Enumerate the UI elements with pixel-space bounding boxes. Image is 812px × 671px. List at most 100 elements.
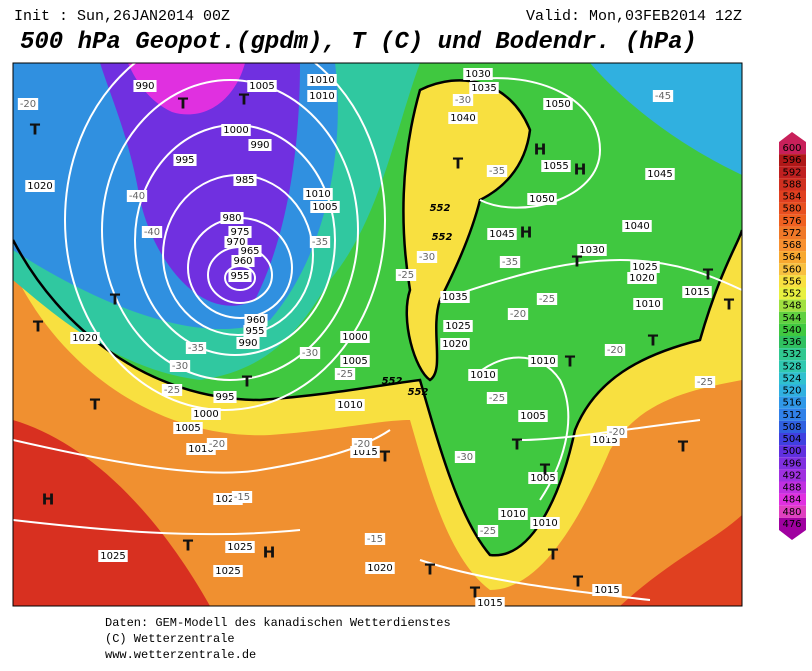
legend-label: 560 [782, 264, 801, 275]
pressure-label-box: 1010 [530, 517, 560, 529]
pressure-label: 1035 [442, 292, 467, 303]
legend-cap [779, 132, 806, 142]
temperature-label-background [486, 165, 508, 177]
pressure-label: 1015 [352, 447, 377, 458]
legend-swatch [779, 360, 806, 373]
pressure-label: 1005 [249, 81, 274, 92]
pressure-label: 1020 [215, 494, 240, 505]
pressure-label-box: 955 [228, 270, 252, 282]
pressure-center: T [470, 584, 481, 602]
pressure-label-box: 1020 [365, 562, 395, 574]
pressure-label: 980 [222, 213, 241, 224]
legend-swatch [779, 384, 806, 397]
pressure-label-box: 960 [244, 314, 268, 326]
pressure-label-background [220, 212, 244, 224]
temperature-label: -25 [489, 393, 505, 404]
pressure-label-background [243, 325, 267, 337]
height-label: 552 [408, 387, 429, 398]
temperature-label-background [536, 293, 558, 305]
temperature-label: -30 [172, 361, 188, 372]
pressure-center: T [239, 91, 250, 109]
temperature-label-box: -35 [499, 256, 521, 268]
pressure-label-box: 1020 [70, 332, 100, 344]
temperature-label-box: -30 [299, 347, 321, 359]
pressure-label: 1010 [309, 91, 334, 102]
legend-swatch [779, 396, 806, 409]
pressure-label-box: 1000 [191, 408, 221, 420]
temperature-label-box: -20 [206, 438, 228, 450]
map-frame [12, 62, 743, 607]
temperature-label-background [141, 226, 163, 238]
temperature-label-background [309, 236, 331, 248]
temperature-label-background [364, 533, 386, 545]
pressure-label-box: 1025 [213, 565, 243, 577]
pressure-center: T [453, 155, 464, 173]
pressure-center: T [512, 436, 523, 454]
pressure-label-background [633, 298, 663, 310]
legend: 6005965925885845805765725685645605565525… [779, 132, 806, 540]
pressure-label-box: 1045 [487, 228, 517, 240]
temperature-label-box: -25 [334, 368, 356, 380]
legend-label: 556 [782, 276, 801, 287]
temperature-label-background [486, 392, 508, 404]
pressure-center: T [678, 438, 689, 456]
pressure-label-background [225, 541, 255, 553]
contour-552 [402, 79, 532, 382]
temperature-label-box: -35 [486, 165, 508, 177]
warm-region [620, 515, 742, 606]
pressure-label-box: 1005 [528, 472, 558, 484]
legend-label: 476 [782, 519, 801, 530]
pressure-center: T [30, 121, 41, 139]
pressure-label-background [335, 399, 365, 411]
legend-label: 596 [782, 155, 801, 166]
temperature-label: -25 [697, 377, 713, 388]
pressure-label: 1020 [629, 273, 654, 284]
pressure-label-box: 1025 [98, 550, 128, 562]
pressure-center: T [572, 253, 583, 271]
legend-label: 492 [782, 470, 801, 481]
temperature-label-box: -20 [604, 344, 626, 356]
pressure-label-box: 1050 [543, 98, 573, 110]
pressure-center: T [724, 296, 735, 314]
isobars [13, 63, 742, 601]
legend-swatch [779, 445, 806, 458]
map-labels: 990 1005101010101000990995985101010059809… [17, 68, 735, 609]
pressure-label-background [469, 82, 499, 94]
pressure-label: 1015 [477, 598, 502, 609]
pressure-label: 1030 [465, 69, 490, 80]
warm-region [13, 420, 210, 606]
pressure-label-background [448, 112, 478, 124]
temperature-label-background [126, 190, 148, 202]
pressure-label-background [238, 245, 262, 257]
legend-swatch [779, 263, 806, 276]
pressure-label: 1015 [684, 287, 709, 298]
pressure-label-background [233, 174, 257, 186]
pressure-label: 995 [175, 155, 194, 166]
legend-label: 488 [782, 483, 801, 494]
pressure-label-background [630, 261, 660, 273]
map [12, 62, 743, 607]
legend-swatch [779, 517, 806, 530]
pressure-label: 1020 [367, 563, 392, 574]
temperature-label: -20 [607, 345, 623, 356]
height-label: 552 [432, 232, 453, 243]
cold-region [590, 63, 742, 175]
pressure-label: 990 [238, 338, 257, 349]
legend-swatch [779, 190, 806, 203]
temperature-label-box: -20 [17, 98, 39, 110]
pressure-label: 1000 [223, 125, 248, 136]
pressure-label-background [248, 139, 272, 151]
pressure-label-background [365, 562, 395, 574]
pressure-label-box: 965 [238, 245, 262, 257]
legend-swatch [779, 166, 806, 179]
pressure-label-background [303, 188, 333, 200]
temperature-label-background [395, 269, 417, 281]
pressure-label: 1000 [342, 332, 367, 343]
height-label: 552 [382, 376, 403, 387]
pressure-label-box: 975 [228, 226, 252, 238]
pressure-label-background [228, 270, 252, 282]
pressure-label: 965 [240, 246, 259, 257]
pressure-label-background [592, 584, 622, 596]
pressure-label-background [528, 472, 558, 484]
pressure-label: 1010 [530, 356, 555, 367]
